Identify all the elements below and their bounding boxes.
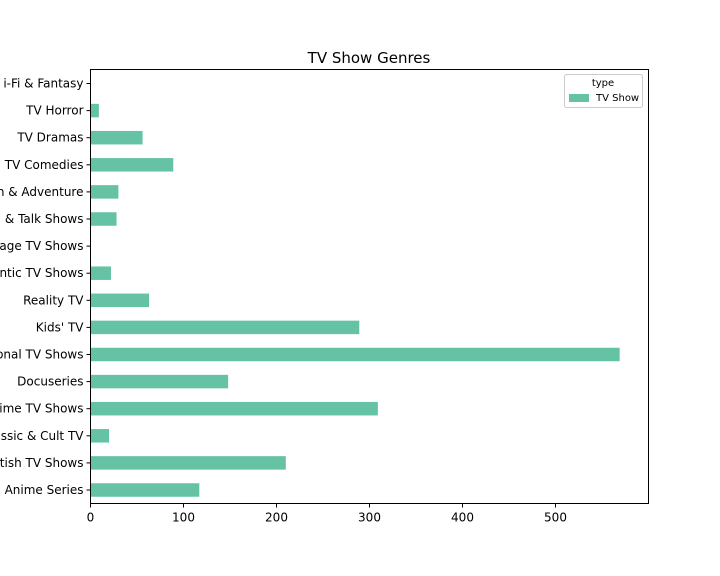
x-tick-label: 0 — [87, 511, 95, 525]
bar — [90, 483, 200, 497]
y-tick-labels: Anime Series tish TV Shows ssic & Cult TV i… — [0, 77, 91, 497]
legend-label: TV Show — [595, 93, 639, 104]
bar — [90, 429, 110, 443]
bar — [90, 158, 174, 172]
y-tick-label: TV Comedies — [4, 158, 84, 172]
chart-title: TV Show Genres — [307, 49, 431, 67]
bar — [90, 347, 620, 362]
bar — [90, 103, 99, 118]
y-tick-label: Reality TV — [23, 293, 84, 307]
y-tick-label: onal TV Shows — [0, 348, 84, 362]
bar — [90, 185, 119, 199]
bar — [90, 456, 286, 470]
y-tick-label: TV Horror — [25, 104, 83, 118]
y-tick-label: ssic & Cult TV — [1, 429, 85, 443]
x-tick-label: 200 — [265, 511, 288, 525]
bar — [90, 130, 143, 145]
x-tick-label: 500 — [544, 511, 567, 525]
x-tick-labels: 0 100 200 300 400 500 — [87, 503, 567, 525]
bar — [90, 293, 150, 308]
y-tick-label: Anime Series — [5, 483, 84, 497]
y-tick-label: n & Adventure — [0, 185, 84, 199]
plot-frame — [90, 69, 649, 504]
bars-group — [90, 103, 620, 497]
y-tick-label: & Talk Shows — [5, 212, 84, 226]
x-tick-label: 300 — [358, 511, 381, 525]
y-tick-label: tish TV Shows — [0, 456, 84, 470]
bar — [90, 320, 360, 335]
legend: type TV Show — [564, 74, 643, 108]
legend-title: type — [592, 78, 614, 89]
y-tick-label: ntic TV Shows — [0, 266, 84, 280]
bar — [90, 374, 229, 389]
bar — [90, 212, 117, 226]
bar — [90, 401, 378, 416]
x-tick-label: 400 — [451, 511, 474, 525]
bar — [90, 266, 111, 280]
x-tick-label: 100 — [172, 511, 195, 525]
y-tick-label: Docuseries — [17, 375, 83, 389]
y-tick-label: ime TV Shows — [0, 402, 84, 416]
y-tick-label: Kids' TV — [36, 320, 85, 334]
y-tick-label: age TV Shows — [0, 239, 84, 253]
legend-swatch — [569, 94, 589, 102]
y-tick-label: TV Dramas — [16, 131, 83, 145]
y-tick-label: i-Fi & Fantasy — [3, 77, 83, 91]
